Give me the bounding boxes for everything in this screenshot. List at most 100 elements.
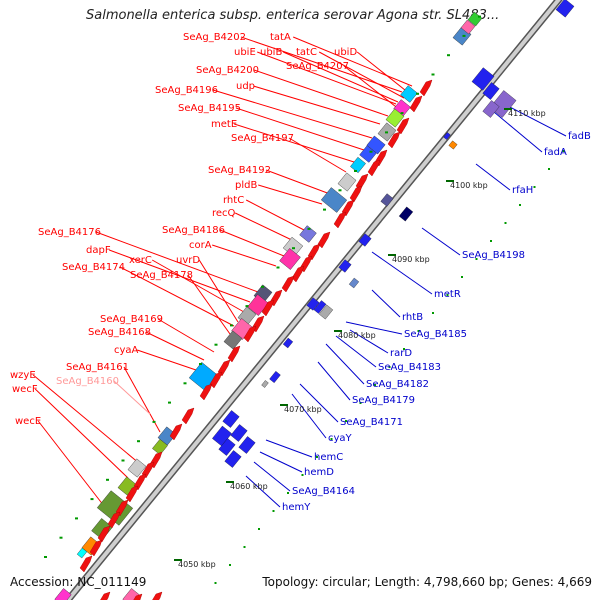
- forward-gene-block[interactable]: [96, 490, 134, 526]
- reverse-gene-block[interactable]: [261, 380, 269, 388]
- reverse-gene-block[interactable]: [218, 438, 236, 456]
- reverse-gene-block[interactable]: [224, 450, 242, 468]
- forward-gene-label[interactable]: ubiD: [334, 47, 357, 58]
- reverse-gene-block[interactable]: [269, 371, 281, 383]
- forward-gene-label[interactable]: SeAg_B4202: [183, 32, 246, 43]
- forward-gene-arrow[interactable]: [291, 265, 305, 283]
- forward-gene-arrow[interactable]: [98, 591, 111, 600]
- forward-gene-label[interactable]: ubiE: [234, 47, 256, 58]
- forward-gene-block[interactable]: [385, 108, 405, 128]
- forward-gene-label[interactable]: rhtC: [223, 195, 244, 206]
- forward-gene-label[interactable]: wecF: [12, 384, 38, 395]
- forward-gene-label[interactable]: uvrD: [176, 255, 200, 266]
- forward-gene-block[interactable]: [467, 11, 483, 27]
- forward-gene-block[interactable]: [76, 547, 88, 559]
- forward-gene-label[interactable]: SeAg_B4168: [88, 327, 151, 338]
- forward-gene-block[interactable]: [223, 330, 243, 350]
- forward-gene-label[interactable]: wzyE: [10, 370, 36, 381]
- reverse-gene-block[interactable]: [238, 436, 256, 454]
- forward-gene-label[interactable]: tatC: [296, 47, 317, 58]
- forward-gene-arrow[interactable]: [107, 511, 121, 529]
- forward-gene-arrow[interactable]: [341, 199, 355, 217]
- reverse-gene-block[interactable]: [358, 233, 372, 247]
- forward-gene-label[interactable]: udp: [236, 81, 255, 92]
- forward-gene-block[interactable]: [400, 85, 418, 103]
- forward-gene-arrow[interactable]: [317, 231, 331, 249]
- forward-gene-label[interactable]: SeAg_B4174: [62, 262, 125, 273]
- forward-gene-block[interactable]: [299, 225, 317, 243]
- reverse-gene-label[interactable]: SeAg_B4183: [378, 362, 441, 373]
- forward-gene-label[interactable]: corA: [189, 240, 212, 251]
- forward-gene-label[interactable]: SeAg_B4186: [162, 225, 225, 236]
- forward-gene-label[interactable]: dapF: [86, 245, 111, 256]
- forward-gene-arrow[interactable]: [387, 131, 401, 149]
- reverse-gene-label[interactable]: metR: [434, 289, 461, 300]
- reverse-gene-block[interactable]: [222, 410, 240, 428]
- forward-gene-block[interactable]: [127, 458, 147, 478]
- forward-gene-arrow[interactable]: [115, 499, 129, 517]
- reverse-gene-block[interactable]: [555, 0, 575, 18]
- forward-gene-label[interactable]: wecE: [15, 416, 41, 427]
- reverse-gene-label[interactable]: SeAg_B4171: [340, 417, 403, 428]
- forward-gene-arrow[interactable]: [79, 555, 93, 573]
- forward-gene-arrow[interactable]: [243, 325, 257, 343]
- forward-gene-arrow[interactable]: [133, 473, 147, 491]
- reverse-gene-label[interactable]: fadA: [544, 147, 567, 158]
- reverse-gene-block[interactable]: [282, 337, 294, 349]
- forward-gene-arrow[interactable]: [150, 591, 163, 600]
- forward-gene-label[interactable]: SeAg_B4169: [100, 314, 163, 325]
- forward-gene-arrow[interactable]: [281, 275, 295, 293]
- forward-gene-label[interactable]: SeAg_B4207: [286, 61, 349, 72]
- reverse-gene-block[interactable]: [398, 206, 414, 222]
- reverse-gene-label[interactable]: rarD: [390, 348, 412, 359]
- forward-gene-block[interactable]: [279, 248, 301, 270]
- forward-gene-arrow[interactable]: [125, 485, 139, 503]
- reverse-gene-block[interactable]: [338, 259, 352, 273]
- forward-gene-block[interactable]: [122, 588, 140, 600]
- reverse-gene-label[interactable]: SeAg_B4179: [352, 395, 415, 406]
- reverse-gene-label[interactable]: hemD: [304, 467, 334, 478]
- forward-gene-block[interactable]: [350, 156, 366, 174]
- forward-gene-block[interactable]: [54, 588, 72, 600]
- forward-gene-block[interactable]: [359, 145, 377, 163]
- reverse-gene-block[interactable]: [482, 82, 500, 100]
- forward-gene-block[interactable]: [460, 19, 476, 35]
- forward-gene-arrow[interactable]: [349, 185, 363, 203]
- reverse-gene-label[interactable]: cyaY: [328, 433, 353, 444]
- reverse-gene-block[interactable]: [306, 297, 320, 311]
- reverse-gene-block[interactable]: [313, 300, 327, 314]
- forward-gene-block[interactable]: [337, 172, 357, 192]
- reverse-gene-label[interactable]: rhtB: [402, 312, 423, 323]
- forward-gene-label[interactable]: xerC: [129, 255, 152, 266]
- forward-gene-arrow[interactable]: [169, 423, 183, 441]
- reverse-gene-block[interactable]: [448, 140, 458, 150]
- forward-gene-label[interactable]: SeAg_B4160: [56, 376, 119, 387]
- forward-gene-block[interactable]: [152, 438, 168, 456]
- forward-gene-label[interactable]: SeAg_B4176: [38, 227, 101, 238]
- reverse-gene-block[interactable]: [482, 100, 500, 118]
- forward-gene-arrow[interactable]: [396, 117, 410, 135]
- forward-gene-arrow[interactable]: [261, 299, 275, 317]
- forward-gene-arrow[interactable]: [141, 461, 155, 479]
- forward-gene-arrow[interactable]: [89, 539, 103, 557]
- reverse-gene-label[interactable]: hemC: [314, 452, 343, 463]
- reverse-gene-label[interactable]: fadB: [568, 131, 591, 142]
- forward-gene-arrow[interactable]: [130, 593, 143, 600]
- forward-gene-label[interactable]: SeAg_B4196: [155, 85, 218, 96]
- forward-gene-label[interactable]: SeAg_B4192: [208, 165, 271, 176]
- forward-gene-label[interactable]: recQ: [212, 208, 236, 219]
- reverse-gene-block[interactable]: [318, 304, 334, 320]
- forward-gene-block[interactable]: [320, 187, 348, 213]
- reverse-gene-label[interactable]: SeAg_B4198: [462, 250, 525, 261]
- reverse-gene-label[interactable]: SeAg_B4164: [292, 486, 355, 497]
- forward-gene-label[interactable]: cyaA: [114, 345, 139, 356]
- reverse-gene-label[interactable]: SeAg_B4185: [404, 329, 467, 340]
- reverse-gene-label[interactable]: hemY: [282, 502, 311, 513]
- forward-gene-block[interactable]: [91, 518, 113, 540]
- reverse-gene-block[interactable]: [380, 193, 394, 207]
- forward-gene-arrow[interactable]: [209, 371, 223, 389]
- forward-gene-arrow[interactable]: [409, 95, 423, 113]
- forward-gene-label[interactable]: ubiB: [260, 47, 282, 58]
- forward-gene-label[interactable]: SeAg_B4195: [178, 103, 241, 114]
